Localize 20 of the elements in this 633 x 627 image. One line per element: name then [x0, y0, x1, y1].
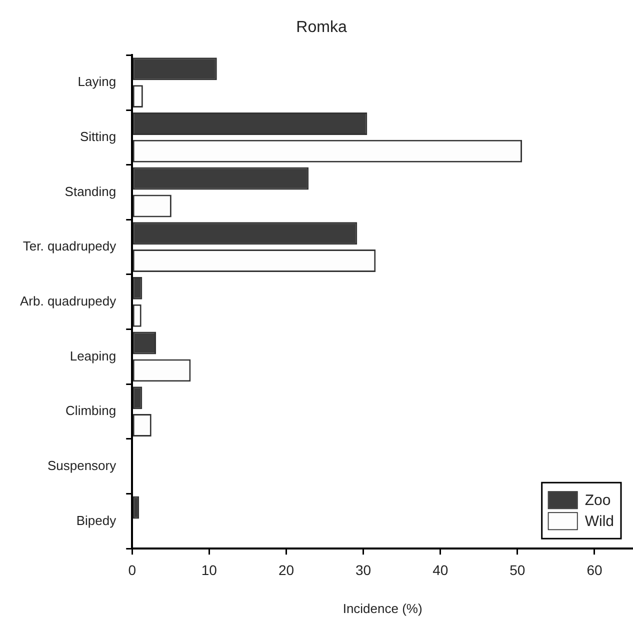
y-tick-label: Suspensory: [47, 458, 117, 473]
x-tick-label: 30: [356, 562, 372, 578]
x-tick-label: 10: [201, 562, 218, 578]
y-tick-label: Sitting: [80, 129, 116, 144]
x-tick-label: 50: [510, 562, 526, 578]
y-tick-label: Ter. quadrupedy: [22, 238, 117, 254]
y-tick-label: Leaping: [70, 348, 116, 364]
chart-title: Romka: [296, 19, 347, 36]
x-tick-label: 60: [586, 562, 602, 578]
x-tick-label: 0: [128, 562, 136, 578]
y-tick-label: Climbing: [66, 403, 116, 418]
y-tick-label: Bipedy: [76, 512, 117, 528]
x-tick-label: 20: [278, 562, 294, 578]
x-axis-title: Incidence (%): [342, 600, 422, 616]
legend-label: Zoo: [584, 492, 611, 510]
x-tick-label: 40: [432, 562, 448, 578]
y-tick-label: Standing: [64, 184, 116, 199]
y-tick-label: Laying: [78, 74, 116, 90]
legend-label: Wild: [584, 513, 614, 530]
y-tick-label: Arb. quadrupedy: [20, 293, 117, 308]
